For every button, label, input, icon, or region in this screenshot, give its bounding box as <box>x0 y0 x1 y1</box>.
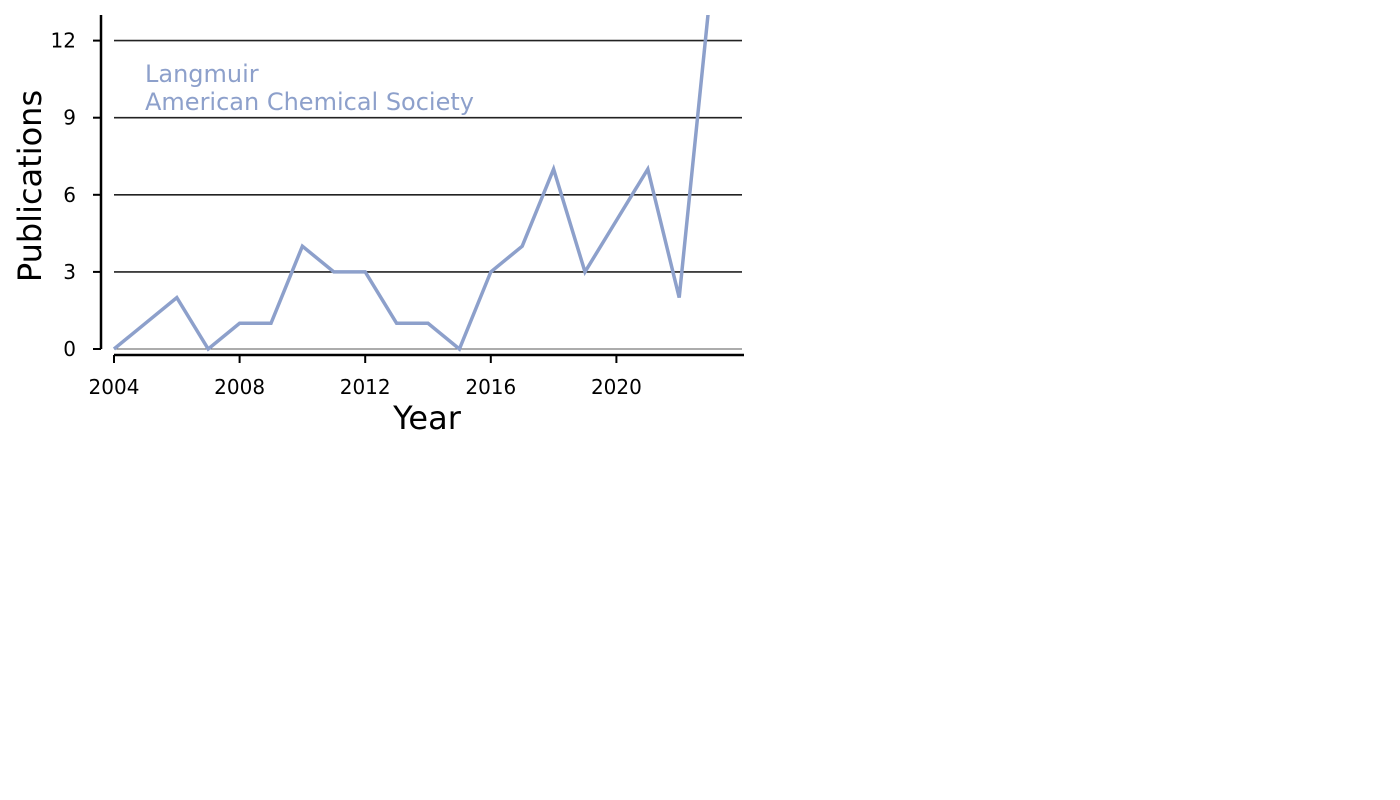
x-axis-label: Year <box>392 399 462 437</box>
y-axis-label: Publications <box>11 90 49 282</box>
annotation-publisher: American Chemical Society <box>145 88 474 116</box>
y-tick-label-9: 9 <box>63 106 76 130</box>
x-tick-label-2016: 2016 <box>465 375 516 399</box>
y-tick-label-0: 0 <box>63 337 76 361</box>
series-line-0 <box>112 15 710 352</box>
annotation-journal: Langmuir <box>145 60 259 88</box>
series-layer <box>112 15 710 352</box>
y-tick-label-6: 6 <box>63 183 76 207</box>
x-tick-label-2004: 2004 <box>89 375 140 399</box>
annotation: Langmuir American Chemical Society <box>145 60 474 116</box>
y-tick-label-3: 3 <box>63 260 76 284</box>
x-tick-label-2008: 2008 <box>214 375 265 399</box>
x-tick-label-2012: 2012 <box>340 375 391 399</box>
axes: 0 3 6 9 12 2004 2008 2012 2016 2020 <box>51 15 744 399</box>
x-tick-label-2020: 2020 <box>591 375 642 399</box>
grid-lines <box>114 39 742 350</box>
y-tick-label-12: 12 <box>51 29 76 53</box>
